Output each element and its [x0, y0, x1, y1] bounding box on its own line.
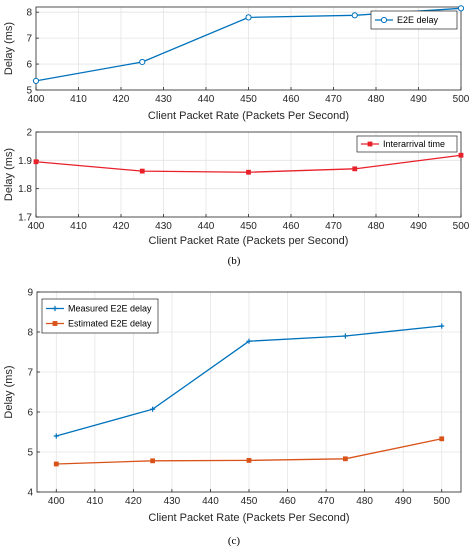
y-tick-label: 6 — [27, 408, 33, 419]
x-tick-label: 420 — [113, 221, 130, 232]
x-tick-label: 500 — [453, 94, 469, 105]
x-tick-label: 470 — [325, 221, 342, 232]
y-tick-label: 1.8 — [18, 184, 32, 195]
chart-c: 400 410 420 430 440 450 460 470 480 490 500 4 5 6 7 8 9 C… — [3, 288, 462, 524]
x-tick-label: 420 — [125, 496, 142, 507]
x-tick-label: 480 — [356, 496, 373, 507]
y-tick-label: 9 — [27, 288, 33, 299]
legend-label: Interarrival time — [383, 139, 445, 149]
x-axis-label: Client Packet Rate (Packets Per Second) — [148, 110, 349, 122]
y-tick-label: 1.7 — [18, 213, 32, 224]
legend-label: Measured E2E delay — [68, 304, 152, 314]
data-point — [150, 458, 156, 464]
x-tick-label: 430 — [155, 221, 172, 232]
legend-swatch-marker — [52, 321, 58, 326]
x-tick-label: 460 — [283, 221, 300, 232]
data-point — [352, 166, 358, 172]
y-axis-label: Delay (ms) — [3, 148, 15, 201]
y-tick-label: 8 — [26, 8, 32, 19]
y-tick-label: 5 — [27, 448, 33, 459]
x-tick-label: 460 — [279, 496, 296, 507]
x-tick-label: 500 — [453, 221, 469, 232]
x-tick-label: 480 — [368, 94, 385, 105]
data-point — [342, 333, 348, 339]
data-point — [53, 433, 59, 439]
data-point — [33, 159, 39, 165]
y-tick-label: 7 — [26, 34, 32, 45]
data-point — [439, 436, 445, 442]
data-point — [53, 461, 59, 467]
data-point — [150, 406, 156, 412]
data-point — [245, 14, 252, 21]
legend-swatch-marker — [380, 16, 388, 24]
legend: Interarrival time — [356, 135, 458, 153]
y-tick-label: 2 — [26, 128, 32, 139]
x-tick-label: 410 — [70, 221, 87, 232]
legend: Measured E2E delay Estimated E2E delay — [41, 298, 159, 334]
x-tick-label: 450 — [240, 221, 257, 232]
x-tick-label: 500 — [433, 496, 450, 507]
y-tick-label: 8 — [27, 328, 33, 339]
y-tick-label: 1.9 — [18, 156, 32, 167]
x-tick-label: 470 — [318, 496, 335, 507]
x-tick-label: 420 — [113, 94, 130, 105]
legend-box — [370, 10, 458, 30]
data-point — [439, 323, 445, 329]
data-point — [246, 169, 251, 175]
x-tick-label: 440 — [198, 94, 215, 105]
x-tick-label: 490 — [395, 496, 412, 507]
y-tick-label: 6 — [26, 60, 32, 71]
caption-b: (b) — [228, 255, 241, 267]
caption-c: (c) — [228, 535, 241, 547]
data-point — [246, 338, 252, 344]
x-axis-label: Client Packet Rate (Packets Per Second) — [148, 512, 349, 524]
x-tick-label: 460 — [283, 94, 300, 105]
data-point — [458, 152, 464, 158]
data-point — [457, 5, 465, 12]
y-axis-label: Delay (ms) — [3, 365, 15, 418]
legend: E2E delay — [370, 10, 458, 30]
x-tick-label: 400 — [48, 496, 65, 507]
y-axis-label: Delay (ms) — [3, 22, 15, 75]
x-tick-label: 490 — [410, 94, 427, 105]
data-point — [32, 77, 40, 85]
data-point — [139, 168, 145, 174]
x-tick-label: 430 — [164, 496, 181, 507]
legend-label: Estimated E2E delay — [68, 319, 152, 329]
x-tick-label: 410 — [86, 496, 103, 507]
chart-top: 400 410 420 430 440 450 460 470 480 490 500 5 6 7 8 Cli… — [3, 5, 469, 122]
x-tick-label: 450 — [240, 94, 257, 105]
x-tick-label: 430 — [155, 94, 172, 105]
x-axis-label: Client Packet Rate (Packets per Second) — [149, 235, 349, 247]
data-point — [342, 456, 348, 462]
legend-box — [41, 298, 159, 334]
legend-box — [356, 135, 458, 153]
y-tick-label: 4 — [27, 488, 33, 499]
x-tick-label: 450 — [241, 496, 258, 507]
x-tick-label: 410 — [70, 94, 87, 105]
x-tick-label: 440 — [198, 221, 215, 232]
x-tick-label: 400 — [28, 94, 45, 105]
data-point — [139, 58, 146, 66]
legend-swatch-marker — [52, 305, 58, 312]
legend-label: E2E delay — [397, 15, 439, 25]
data-point — [246, 457, 252, 463]
x-tick-label: 440 — [202, 496, 219, 507]
legend-swatch-marker — [367, 141, 373, 147]
x-tick-label: 480 — [368, 221, 385, 232]
y-tick-label: 5 — [26, 86, 32, 97]
x-tick-label: 470 — [325, 94, 342, 105]
y-tick-label: 7 — [27, 368, 33, 379]
chart-b: 400 410 420 430 440 450 460 470 480 490 500 1.7 1.8 1… — [3, 128, 469, 248]
data-point — [351, 12, 358, 19]
x-tick-label: 400 — [28, 221, 45, 232]
x-tick-label: 490 — [410, 221, 427, 232]
